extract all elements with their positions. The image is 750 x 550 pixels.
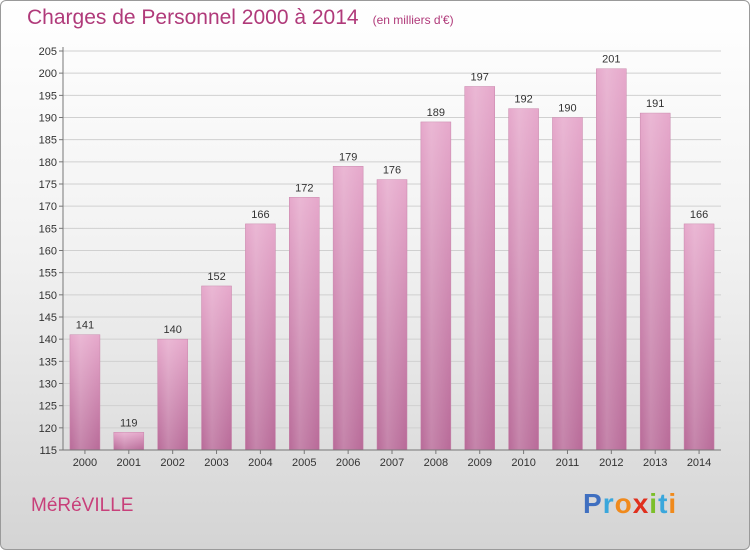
- bar-value-label: 141: [76, 320, 94, 332]
- y-tick-label: 205: [39, 46, 57, 58]
- logo-letter: o: [614, 488, 633, 519]
- bar-value-label: 189: [427, 107, 445, 119]
- bar-highlight: [333, 166, 364, 450]
- x-tick-label: 2001: [117, 457, 141, 469]
- y-tick-label: 130: [39, 379, 57, 391]
- x-tick-label: 2002: [160, 457, 184, 469]
- y-tick-label: 160: [39, 246, 57, 258]
- axes: 115 120 125 130 135 140 145 150 155 160 165 170 175 1…: [39, 46, 721, 469]
- bar-value-label: 179: [339, 151, 357, 163]
- x-tick-label: 2012: [599, 457, 623, 469]
- bar-highlight: [508, 108, 539, 450]
- chart-subtitle: (en milliers d'€): [372, 13, 454, 27]
- logo-letter: P: [583, 488, 603, 519]
- y-tick-label: 200: [39, 68, 57, 80]
- x-tick-label: 2014: [687, 457, 711, 469]
- bar-highlight: [596, 68, 627, 450]
- chart-title: Charges de Personnel 2000 à 2014: [27, 6, 359, 29]
- bar-highlight: [157, 339, 188, 450]
- commune-name: MéRéVILLE: [31, 495, 134, 516]
- bar-value-label: 197: [471, 71, 489, 83]
- y-tick-label: 135: [39, 356, 57, 368]
- x-tick-label: 2005: [292, 457, 316, 469]
- bar-value-label: 190: [558, 103, 576, 115]
- y-tick-label: 145: [39, 312, 57, 324]
- x-tick-label: 2013: [643, 457, 667, 469]
- y-tick-label: 175: [39, 179, 57, 191]
- y-tick-label: 195: [39, 90, 57, 102]
- bar-value-label: 140: [163, 324, 181, 336]
- bar-highlight: [552, 117, 583, 450]
- bars: 141 119 140 152 166 172 179 176 189 197 192 190 201 1…: [69, 54, 715, 451]
- y-tick-label: 125: [39, 401, 57, 413]
- y-tick-label: 140: [39, 334, 57, 346]
- x-tick-label: 2004: [248, 457, 272, 469]
- y-tick-label: 190: [39, 113, 57, 125]
- y-tick-label: 185: [39, 135, 57, 147]
- y-tick-label: 150: [39, 290, 57, 302]
- x-tick-label: 2000: [73, 457, 97, 469]
- y-tick-label: 180: [39, 157, 57, 169]
- y-tick-label: 165: [39, 223, 57, 235]
- x-tick-label: 2009: [467, 457, 491, 469]
- bar-value-label: 192: [514, 94, 532, 106]
- y-tick-label: 155: [39, 268, 57, 280]
- bar-highlight: [245, 223, 276, 450]
- x-tick-label: 2007: [380, 457, 404, 469]
- bar-highlight: [69, 334, 100, 450]
- x-tick-label: 2011: [556, 457, 580, 469]
- x-tick-label: 2003: [204, 457, 228, 469]
- bar-highlight: [377, 179, 407, 451]
- bar-value-label: 201: [602, 54, 620, 66]
- bar-highlight: [640, 113, 671, 451]
- logo-letter: i: [668, 488, 678, 519]
- bar-value-label: 191: [646, 98, 664, 110]
- logo-letter: r: [602, 488, 615, 519]
- bar-highlight: [420, 121, 451, 450]
- bar-value-label: 152: [207, 271, 225, 283]
- title-block: Charges de Personnel 2000 à 2014 (en mill…: [27, 6, 454, 30]
- bar-value-label: 176: [383, 165, 401, 177]
- bar-highlight: [684, 223, 715, 450]
- proxiti-logo: Proxiti: [583, 488, 677, 520]
- x-tick-label: 2010: [511, 457, 535, 469]
- logo-letter: i: [649, 488, 659, 519]
- y-tick-label: 120: [39, 423, 57, 435]
- logo-letter: t: [658, 488, 669, 519]
- bar-value-label: 166: [690, 209, 708, 221]
- bar-highlight: [201, 285, 232, 450]
- bar-highlight: [464, 86, 495, 450]
- logo-letter: x: [632, 488, 650, 519]
- bar-highlight: [289, 197, 320, 450]
- x-tick-label: 2006: [336, 457, 360, 469]
- y-tick-label: 170: [39, 201, 57, 213]
- x-tick-label: 2008: [424, 457, 448, 469]
- bar-value-label: 166: [251, 209, 269, 221]
- y-tick-label: 115: [39, 445, 57, 457]
- bar-highlight: [113, 432, 144, 450]
- bar-value-label: 172: [295, 182, 313, 194]
- bar-value-label: 119: [120, 417, 138, 429]
